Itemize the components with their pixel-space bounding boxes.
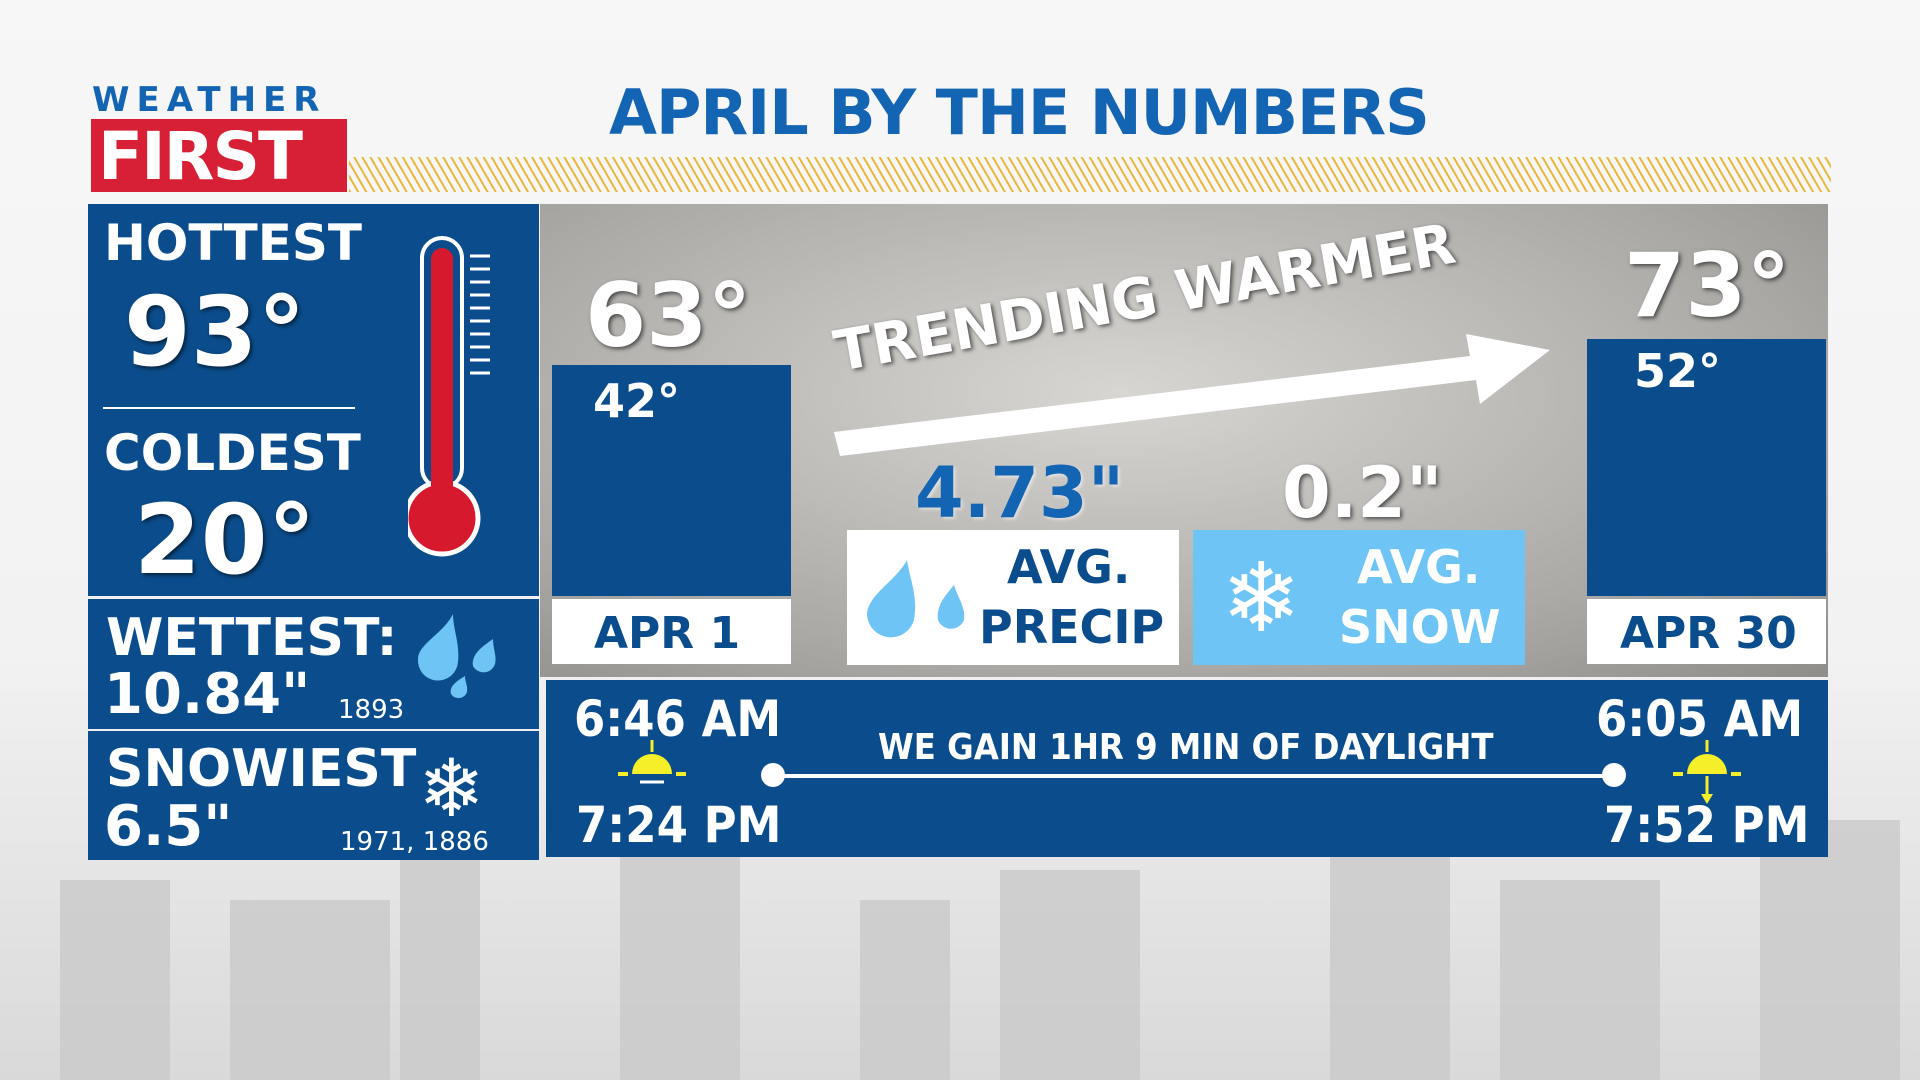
wettest-value: 10.84" <box>104 662 311 727</box>
records-wettest-panel: WETTEST: 10.84" 1893 <box>88 599 539 729</box>
thermometer-icon <box>408 236 490 557</box>
snowiest-value: 6.5" <box>104 794 233 859</box>
sunrise-icon <box>618 740 686 784</box>
wettest-year: 1893 <box>338 695 405 725</box>
precip-label: PRECIP <box>979 600 1165 654</box>
raindrops-icon <box>867 560 965 638</box>
snow-label-avg: AVG. <box>1357 540 1481 594</box>
trend-arrow-icon <box>834 334 1550 456</box>
page-title: APRIL BY THE NUMBERS <box>609 76 1430 149</box>
apr30-sunrise: 6:05 AM <box>1596 690 1804 748</box>
logo-first: FIRST <box>98 118 303 195</box>
apr1-bar <box>552 365 791 596</box>
daylight-panel: 6:46 AM 7:24 PM 6:05 AM 7:52 PM WE GAIN … <box>546 680 1828 857</box>
apr30-high: 73° <box>1624 234 1791 337</box>
raindrops-icon <box>417 614 496 699</box>
records-temperature-panel: HOTTEST 93° COLDEST 20° <box>88 204 539 596</box>
hottest-label: HOTTEST <box>104 214 362 272</box>
snow-label: SNOW <box>1339 600 1501 654</box>
wettest-label: WETTEST: <box>106 608 398 668</box>
snow-box: ❄ AVG. SNOW <box>1193 530 1525 665</box>
precip-box: AVG. PRECIP <box>847 530 1179 665</box>
coldest-label: COLDEST <box>104 424 361 482</box>
apr1-low: 42° <box>593 374 681 428</box>
hottest-value: 93° <box>124 276 306 388</box>
apr1-date: APR 1 <box>594 608 741 659</box>
apr30-sunset: 7:52 PM <box>1604 796 1810 854</box>
logo-weather: WEATHER <box>92 80 327 120</box>
precip-value: 4.73" <box>915 452 1125 534</box>
apr30-low: 52° <box>1634 344 1722 398</box>
apr30-bar <box>1587 339 1826 596</box>
snow-value: 0.2" <box>1282 452 1443 534</box>
precip-label-avg: AVG. <box>1007 540 1131 594</box>
snowiest-label: SNOWIEST <box>106 739 417 799</box>
snowflake-icon: ❄ <box>1221 542 1302 654</box>
apr30-date: APR 30 <box>1620 608 1797 659</box>
snowiest-years: 1971, 1886 <box>340 827 489 857</box>
hatch-stripe <box>349 157 1831 192</box>
daylight-message: WE GAIN 1HR 9 MIN OF DAYLIGHT <box>878 727 1494 768</box>
sunset-icon <box>1673 740 1741 804</box>
coldest-value: 20° <box>134 484 316 596</box>
apr1-sunset: 7:24 PM <box>576 796 782 854</box>
records-snowiest-panel: SNOWIEST 6.5" 1971, 1886 ❄ <box>88 731 539 860</box>
apr1-high: 63° <box>585 264 752 367</box>
apr1-sunrise: 6:46 AM <box>574 690 782 748</box>
snowflake-icon: ❄ <box>418 742 486 835</box>
